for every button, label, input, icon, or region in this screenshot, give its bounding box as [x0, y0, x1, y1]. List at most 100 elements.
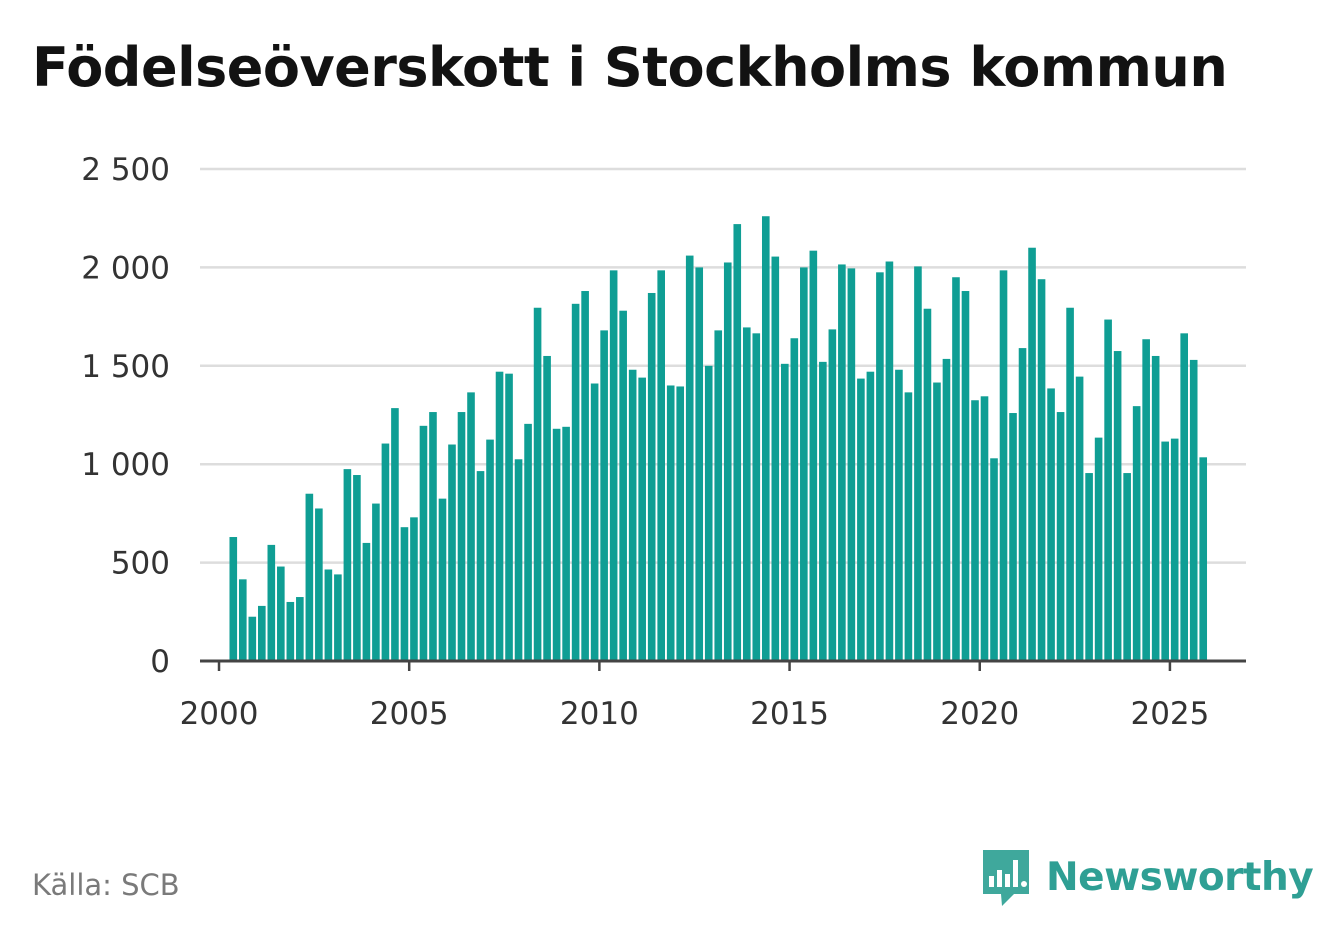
bar [647, 292, 656, 661]
bar [286, 601, 295, 661]
bar [315, 508, 323, 661]
bar-chart-speech-bubble-icon [983, 850, 1029, 906]
bar [467, 392, 475, 661]
bar [609, 270, 618, 661]
bar [771, 256, 780, 661]
bar [581, 291, 589, 661]
y-tick-label: 0 [150, 644, 170, 680]
bar [543, 355, 551, 661]
bar [277, 566, 285, 661]
bar [628, 369, 637, 661]
bar [761, 216, 770, 662]
bar [429, 412, 437, 661]
bar [600, 330, 608, 661]
bar [1094, 437, 1103, 661]
bar [495, 371, 504, 661]
y-tick-label: 1 000 [81, 447, 170, 483]
bar [258, 605, 266, 661]
bars [219, 216, 1208, 662]
bar [914, 266, 922, 661]
bar [781, 363, 789, 661]
bar [704, 365, 713, 661]
bar [971, 400, 979, 661]
y-axis-labels: 0 500 1 000 1 500 2 000 2 500 [81, 152, 170, 680]
bar [1142, 339, 1150, 661]
bar [657, 270, 665, 661]
bar [638, 377, 646, 661]
x-tick-label: 2020 [940, 696, 1019, 732]
bar [1180, 333, 1188, 661]
bar [733, 224, 742, 661]
bar [296, 597, 304, 661]
source-note: Källa: SCB [32, 868, 180, 902]
brand: Newsworthy [980, 846, 1314, 910]
chart: 0 500 1 000 1 500 2 000 2 500 2000 2005 2010 201… [81, 152, 1246, 732]
chart-title: Födelseöverskott i Stockholms kommun [32, 36, 1228, 99]
bar [334, 574, 342, 661]
bar [400, 527, 409, 661]
bar [562, 426, 570, 661]
bar [742, 327, 751, 661]
bar [895, 369, 903, 661]
bar [267, 544, 276, 661]
bar [666, 385, 675, 661]
x-tick-label: 2005 [370, 696, 449, 732]
y-tick-label: 1 500 [81, 349, 170, 385]
bar [819, 361, 827, 661]
bar [505, 373, 513, 661]
bar [238, 579, 247, 661]
bar [685, 255, 694, 661]
bar [1170, 438, 1179, 661]
bar [419, 425, 428, 661]
bar [1075, 376, 1084, 661]
bar [800, 267, 808, 661]
y-tick-label: 2 000 [81, 250, 170, 286]
bar [391, 408, 399, 661]
bar [999, 270, 1008, 661]
bar [305, 493, 314, 661]
bar [1161, 441, 1169, 661]
bar [885, 261, 894, 661]
bar [448, 444, 456, 661]
bar [362, 542, 371, 661]
bar [1056, 412, 1065, 661]
bar [552, 428, 561, 661]
bar [343, 469, 352, 661]
brand-name: Newsworthy [1046, 855, 1314, 900]
bar [952, 277, 960, 661]
bar [372, 503, 380, 661]
bar [676, 386, 685, 661]
bar [847, 268, 856, 661]
bar [1009, 413, 1017, 661]
bar [248, 616, 257, 661]
bar [933, 382, 941, 661]
bar [980, 396, 989, 661]
bar [961, 291, 970, 661]
bar [1189, 359, 1198, 661]
bar [1018, 348, 1027, 661]
bar [1199, 457, 1208, 661]
bar [1113, 351, 1122, 661]
bar [942, 358, 951, 661]
bar [1066, 307, 1074, 661]
bar [353, 475, 361, 661]
x-tick-label: 2000 [180, 696, 259, 732]
bar [723, 262, 732, 661]
bar [514, 459, 523, 661]
bar [838, 264, 846, 661]
bar [857, 378, 865, 661]
bar [923, 308, 932, 661]
bar [229, 537, 238, 661]
bar [809, 250, 818, 662]
bar [619, 310, 627, 661]
bar [1123, 473, 1131, 661]
bar [410, 517, 418, 661]
bar [752, 333, 761, 661]
bar [1151, 355, 1160, 661]
y-tick-label: 2 500 [81, 152, 170, 188]
bar [904, 392, 913, 661]
bar [790, 338, 799, 661]
bar [1085, 473, 1093, 661]
bar [828, 329, 837, 661]
bar [476, 471, 485, 661]
